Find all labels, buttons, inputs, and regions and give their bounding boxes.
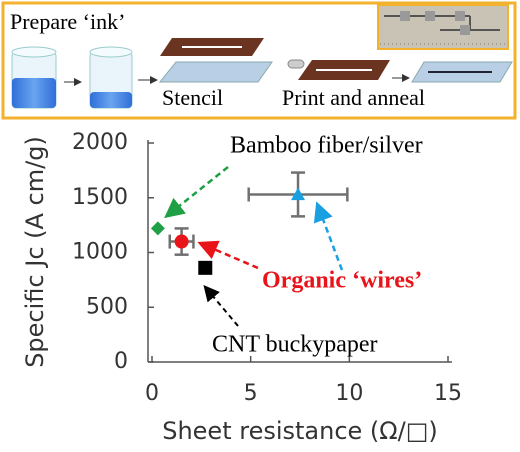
annotation-arrow — [203, 284, 239, 327]
point — [174, 234, 189, 249]
point — [291, 187, 306, 201]
step-label: Stencil — [162, 85, 223, 110]
y-tick-label: 2000 — [72, 130, 128, 155]
annotation-arrow — [197, 240, 259, 270]
annotation: Bamboo fiber/silver — [230, 133, 423, 159]
photo-inset — [377, 4, 509, 50]
y-tick-label: 1000 — [72, 240, 128, 265]
annotation-arrow — [313, 201, 344, 271]
x-axis-label: Sheet resistance (Ω/□) — [162, 417, 438, 445]
substrate — [158, 61, 273, 83]
schematic: Prepare ‘ink’ Stencil Print and anneal — [1, 1, 517, 120]
step-label: Print and anneal — [282, 85, 425, 110]
chart: Sheet resistance (Ω/□) Specific Jc (A cm… — [21, 130, 462, 445]
x-tick-label: 5 — [244, 381, 258, 406]
beaker — [89, 46, 133, 109]
x-tick-label: 0 — [145, 381, 159, 406]
beaker — [11, 46, 57, 109]
x-tick-label: 10 — [335, 381, 363, 406]
y-tick-label: 500 — [86, 294, 128, 319]
annotation: CNT buckypaper — [212, 332, 378, 358]
roller — [287, 59, 305, 69]
annotation: Organic ‘wires’ — [262, 268, 422, 294]
schematic-title: Prepare ‘ink’ — [10, 9, 125, 34]
y-tick-label: 0 — [114, 349, 128, 374]
y-tick-label: 1500 — [72, 185, 128, 210]
annotation-arrow — [164, 166, 229, 219]
point — [198, 260, 213, 275]
x-tick-label: 15 — [434, 381, 462, 406]
point — [150, 221, 165, 236]
y-axis-label: Specific Jc (A cm/g) — [21, 136, 49, 368]
